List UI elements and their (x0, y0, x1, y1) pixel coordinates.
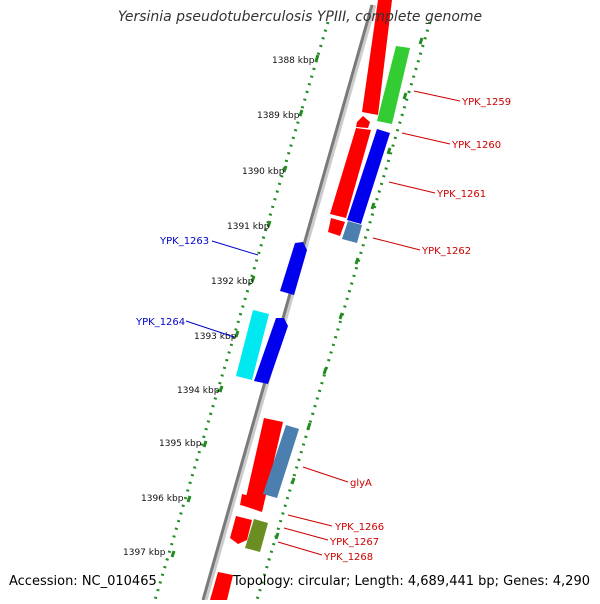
leader-lines-right (277, 90, 461, 556)
scale-label: 1388 kbp (272, 56, 315, 66)
scale-labels: 1388 kbp 1389 kbp 1390 kbp 1391 kbp 1392… (123, 56, 315, 558)
gene-label-ypk1266: YPK_1266 (334, 522, 384, 533)
scale-label: 1394 kbp (177, 386, 220, 396)
forward-colored-genes (245, 46, 410, 552)
scale-label: 1390 kbp (242, 167, 285, 177)
left-scale-track (153, 21, 330, 601)
gene-feature (362, 0, 392, 115)
gene-feature (356, 116, 370, 128)
gene-blue-1263 (280, 242, 307, 295)
gene-label-ypk1263: YPK_1263 (159, 236, 209, 247)
gene-feature (244, 418, 283, 512)
gene-label-ypk1268: YPK_1268 (323, 552, 373, 563)
gene-cyan-1264 (236, 310, 269, 380)
gene-feature (210, 572, 233, 600)
gene-feature (328, 218, 345, 236)
gene-label-ypk1262: YPK_1262 (421, 246, 471, 257)
forward-cds-track (210, 0, 392, 600)
scale-label: 1397 kbp (123, 548, 166, 558)
gene-label-ypk1261: YPK_1261 (436, 189, 486, 200)
gene-steel-glyA (263, 425, 299, 498)
gene-steel-1262 (342, 221, 362, 243)
gene-label-ypk1264: YPK_1264 (135, 317, 185, 328)
map-title: Yersinia pseudotuberculosis YPIII, compl… (117, 9, 483, 25)
gene-label-glya: glyA (350, 478, 372, 489)
accession-text: Accession: NC_010465 (9, 574, 157, 589)
gene-feature (240, 494, 257, 508)
gene-green (377, 46, 410, 124)
reverse-genes (236, 242, 307, 384)
genome-backbone (201, 4, 374, 601)
gene-label-ypk1259: YPK_1259 (461, 97, 511, 108)
gene-label-ypk1267: YPK_1267 (329, 537, 379, 548)
gene-feature (330, 128, 371, 218)
scale-label: 1391 kbp (227, 222, 270, 232)
leader-lines-left (185, 240, 259, 338)
scale-label: 1395 kbp (159, 439, 202, 449)
scale-label: 1393 kbp (194, 332, 237, 342)
gene-olive (245, 519, 268, 552)
gene-feature (230, 516, 252, 544)
scale-label: 1392 kbp (211, 277, 254, 287)
topology-text: Topology: circular; Length: 4,689,441 bp… (232, 574, 590, 589)
gene-blue-1264b (254, 318, 288, 384)
scale-label: 1396 kbp (141, 494, 184, 504)
genome-backbone-shadow (202, 4, 377, 601)
gene-blue-1261 (347, 129, 390, 224)
left-major-ticks (170, 54, 320, 558)
scale-label: 1389 kbp (257, 111, 300, 121)
gene-label-ypk1260: YPK_1260 (451, 140, 501, 151)
right-major-ticks (274, 37, 424, 540)
gene-labels: YPK_1259 YPK_1260 YPK_1261 YPK_1262 YPK_… (135, 97, 511, 563)
